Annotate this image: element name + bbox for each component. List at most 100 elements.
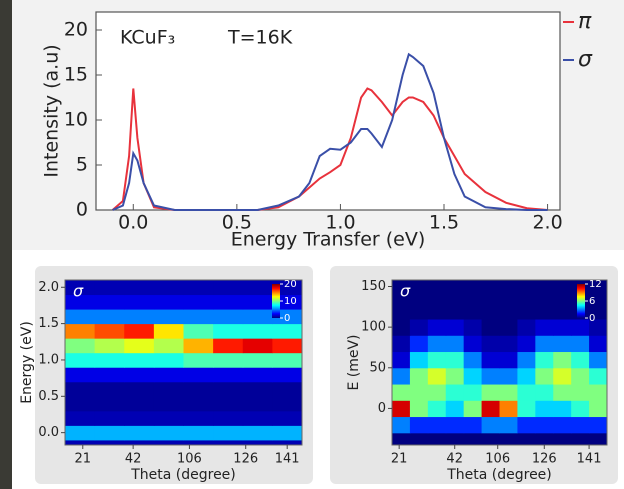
heat-cell (499, 335, 518, 353)
heat-cell (589, 384, 608, 401)
heat-cell (445, 319, 465, 336)
heat-cell (153, 425, 184, 441)
heat-cell (392, 384, 411, 401)
heat-cell (183, 309, 214, 325)
heat-cell (445, 335, 465, 353)
annotation: KCuF₃ (120, 27, 175, 49)
heat-cell (124, 425, 155, 441)
heat-cell (272, 352, 303, 368)
heat-cell (272, 396, 303, 412)
y-tick-label: 150 (361, 279, 386, 294)
heat-cell (535, 286, 554, 304)
heat-cell (481, 335, 500, 353)
heat-cell (94, 280, 125, 296)
heat-cell (499, 367, 518, 385)
x-tick-label: 42 (125, 452, 142, 467)
heat-cell (272, 381, 303, 397)
y-tick-label: 0 (76, 199, 88, 221)
heat-cell (553, 351, 572, 369)
heat-cell (213, 294, 244, 310)
heat-cell (499, 400, 518, 418)
heat-cell (571, 335, 590, 353)
heat-cell (65, 294, 96, 310)
heat-cell (589, 302, 608, 320)
heat-cell (242, 367, 273, 383)
heat-cell (571, 319, 590, 336)
heat-cell (183, 396, 214, 412)
panel-title: σ (400, 282, 411, 301)
heat-cell (183, 338, 214, 354)
heat-cell (65, 381, 96, 397)
x-tick-label: 0.5 (222, 212, 252, 234)
heat-cell (124, 410, 155, 426)
heat-cell (153, 410, 184, 426)
annotation: T=16K (227, 27, 293, 49)
heat-cell (272, 410, 303, 426)
colorbar-label: 0 (284, 313, 290, 324)
heat-cell (463, 319, 483, 336)
colorbar (272, 284, 280, 318)
y-tick-label: 0.5 (38, 389, 59, 404)
heat-cell (213, 323, 244, 339)
heat-cell (445, 286, 465, 304)
heat-cell (183, 425, 214, 441)
heat-cell (272, 338, 303, 354)
x-tick-label: 106 (485, 452, 510, 467)
x-tick-label: 126 (532, 452, 557, 467)
heat-cell (213, 280, 244, 296)
heat-cell (499, 286, 518, 304)
heat-cell (589, 351, 608, 369)
y-tick-label: 2.0 (38, 280, 59, 295)
heat-cell (463, 351, 483, 369)
heat-cell (589, 286, 608, 304)
heat-cell (427, 351, 447, 369)
heat-cell (553, 416, 572, 434)
heat-cell (213, 338, 244, 354)
heat-cell (242, 338, 273, 354)
heat-cell (481, 384, 500, 401)
heat-cell (427, 400, 447, 418)
plot-frame (391, 279, 608, 446)
heat-cell (535, 367, 554, 385)
heat-cell (535, 351, 554, 369)
heat-cell (427, 286, 447, 304)
heat-cell (153, 280, 184, 296)
x-axis-label: Theta (degree) (130, 467, 236, 483)
heat-cell (65, 425, 96, 441)
heat-cell (553, 319, 572, 336)
heat-cell (589, 319, 608, 336)
heat-cell (409, 400, 429, 418)
heat-cell (153, 367, 184, 383)
y-tick-label: 50 (369, 360, 386, 375)
plot-frame (64, 279, 303, 446)
heat-cell (124, 338, 155, 354)
heat-cell (65, 352, 96, 368)
heat-cell (445, 416, 465, 434)
colorbar-label: 20 (284, 279, 297, 290)
heat-cell (571, 367, 590, 385)
heat-cell (242, 381, 273, 397)
heat-cell (124, 439, 155, 446)
y-tick-label: 0.0 (38, 425, 59, 440)
heat-cell (124, 352, 155, 368)
heat-cell (445, 367, 465, 385)
heat-cell (481, 302, 500, 320)
heat-cell (445, 302, 465, 320)
heat-cell (213, 396, 244, 412)
y-tick-label: 100 (361, 320, 386, 335)
heat-cell (153, 396, 184, 412)
heat-cell (481, 400, 500, 418)
x-tick-label: 21 (75, 452, 92, 467)
heat-cell (553, 367, 572, 385)
heat-cell (213, 367, 244, 383)
heat-cell (124, 396, 155, 412)
heat-cell (553, 286, 572, 304)
heat-cell (427, 416, 447, 434)
heat-cell (183, 280, 214, 296)
y-tick-label: 5 (76, 154, 88, 176)
heat-cell (463, 416, 483, 434)
y-tick-label: 1.5 (38, 316, 59, 331)
heat-cell (571, 416, 590, 434)
y-tick-label: 0 (378, 401, 386, 416)
heat-cell (445, 384, 465, 401)
